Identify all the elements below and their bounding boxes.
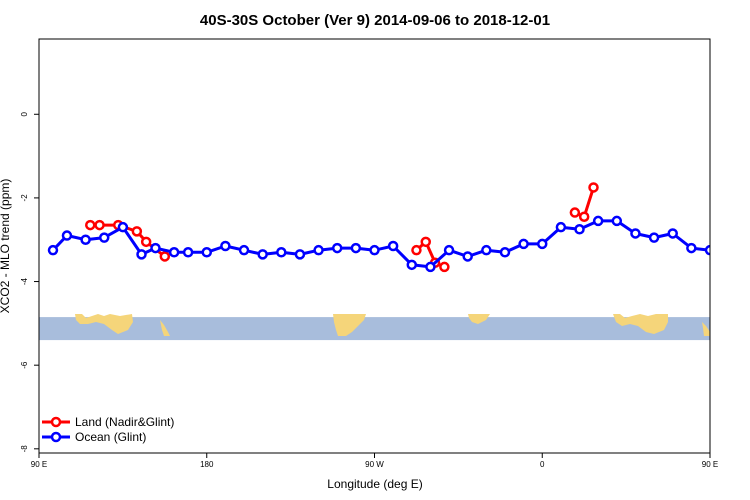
- data-point: [592, 215, 604, 227]
- data-point: [61, 230, 73, 241]
- data-point: [630, 228, 641, 239]
- x-tick-label: 0: [540, 460, 545, 469]
- data-point: [704, 244, 710, 256]
- data-point: [537, 238, 548, 250]
- data-point: [462, 251, 473, 262]
- data-point: [136, 249, 147, 260]
- map-land: [160, 320, 170, 336]
- legend-marker: [50, 416, 62, 428]
- data-point: [98, 232, 110, 243]
- x-tick-label: 90 E: [31, 460, 47, 469]
- y-tick-label: 0: [20, 111, 29, 116]
- data-point: [499, 247, 511, 258]
- data-point: [411, 244, 422, 256]
- data-point: [578, 211, 590, 222]
- y-axis: 0 -2 -4 -6 -8: [20, 111, 39, 452]
- x-axis: 90 E 180 90 W 0 90 E: [31, 453, 718, 469]
- data-point: [588, 182, 599, 193]
- series-line: [51, 219, 710, 269]
- data-point: [667, 228, 678, 239]
- data-point: [648, 232, 660, 243]
- x-tick-label: 90 W: [365, 460, 384, 469]
- data-point: [387, 240, 399, 252]
- data-point: [182, 247, 194, 258]
- data-point: [574, 224, 585, 235]
- data-point: [420, 236, 432, 248]
- y-tick-label: -2: [20, 194, 29, 202]
- data-point: [131, 226, 143, 237]
- data-point: [150, 242, 161, 254]
- data-point: [140, 236, 152, 248]
- legend-label: Land (Nadir&Glint): [75, 415, 174, 429]
- legend-marker: [50, 431, 62, 443]
- data-point: [159, 251, 171, 262]
- map-land: [75, 314, 133, 334]
- data-point: [80, 234, 91, 245]
- data-point: [406, 259, 418, 271]
- data-point: [686, 242, 697, 254]
- data-point: [569, 207, 581, 218]
- data-point: [518, 238, 529, 250]
- y-tick-label: -6: [20, 361, 29, 369]
- data-point: [117, 221, 129, 233]
- data-point: [313, 244, 324, 256]
- map-land: [468, 314, 490, 324]
- y-axis-label: XCO2 - MLO trend (ppm): [0, 179, 12, 314]
- data-point: [369, 244, 380, 256]
- data-point: [350, 242, 362, 254]
- y-tick-label: -8: [20, 445, 29, 453]
- world-map-band: [39, 314, 710, 341]
- map-land: [613, 314, 668, 334]
- data-point: [257, 249, 268, 260]
- y-tick-label: -4: [20, 277, 29, 285]
- x-axis-label: Longitude (deg E): [327, 477, 422, 491]
- data-point: [725, 232, 733, 240]
- data-point: [168, 247, 180, 258]
- data-point: [294, 249, 306, 260]
- data-point: [276, 247, 287, 258]
- series-ocean: [47, 215, 750, 273]
- data-point: [201, 247, 212, 258]
- data-point: [439, 261, 450, 273]
- data-point: [481, 244, 492, 256]
- chart-title: 40S-30S October (Ver 9) 2014-09-06 to 20…: [200, 12, 550, 29]
- data-point: [331, 242, 343, 254]
- map-ocean: [39, 317, 710, 341]
- data-point: [85, 219, 96, 231]
- data-point: [220, 240, 231, 252]
- data-point: [425, 261, 436, 273]
- legend: Land (Nadir&Glint)Ocean (Glint): [42, 415, 174, 444]
- x-tick-label: 90 E: [702, 460, 718, 469]
- legend-label: Ocean (Glint): [75, 430, 146, 444]
- data-point: [743, 236, 750, 244]
- series-land: [85, 182, 599, 273]
- data-point: [94, 219, 105, 231]
- map-land: [333, 314, 366, 336]
- map-land: [702, 322, 710, 336]
- data-point: [238, 244, 250, 256]
- series-layer: [47, 182, 750, 273]
- data-point: [443, 244, 455, 256]
- data-point: [555, 221, 567, 233]
- data-point: [611, 215, 623, 227]
- x-tick-label: 180: [200, 460, 214, 469]
- data-point: [47, 244, 59, 256]
